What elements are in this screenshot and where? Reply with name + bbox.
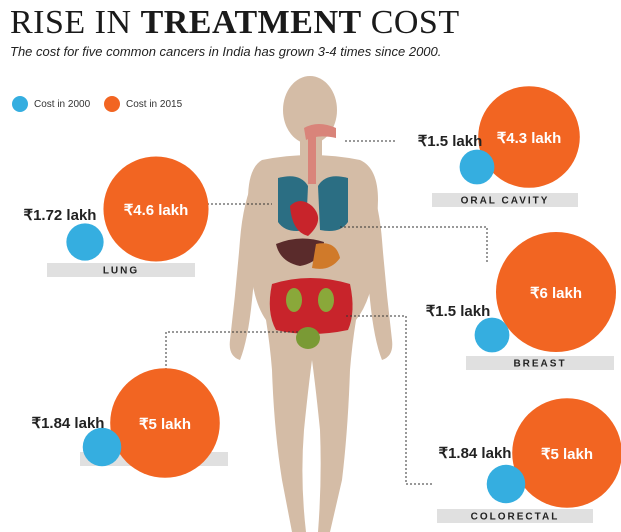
- chart-title: RISE IN TREATMENT COST: [10, 4, 460, 42]
- leader-breast: [340, 226, 488, 262]
- right-lung: [318, 176, 348, 231]
- value-label-2015-colorectal: ₹5 lakh: [541, 446, 593, 463]
- liver-organ: [276, 238, 324, 266]
- bladder-organ: [296, 327, 320, 349]
- category-label-colorectal: COLORECTAL: [471, 512, 560, 523]
- bubble-2015-breast: [495, 231, 617, 353]
- value-label-2015-cervix: ₹5 lakh: [139, 416, 191, 433]
- category-label-oral-cavity: ORAL CAVITY: [461, 196, 550, 207]
- title-part-bold: TREATMENT: [140, 4, 362, 41]
- bubble-2000-colorectal: [486, 464, 526, 504]
- bubble-2000-oral-cavity: [459, 149, 495, 185]
- bubble-2015-cervix: [110, 368, 220, 478]
- title-part-2: COST: [361, 4, 460, 41]
- left-kidney: [286, 288, 302, 312]
- right-kidney: [318, 288, 334, 312]
- bubble-2015-colorectal: [512, 398, 621, 508]
- value-label-2015-lung: ₹4.6 lakh: [124, 202, 189, 219]
- leader-cervix: [165, 331, 298, 378]
- category-bar-breast: [466, 356, 614, 370]
- value-label-2000-breast: ₹1.5 lakh: [426, 303, 491, 320]
- stomach-organ: [312, 243, 340, 269]
- category-bar-lung: [47, 263, 195, 277]
- category-bar-oral-cavity: [432, 193, 578, 207]
- legend-label-2015: Cost in 2015: [126, 99, 183, 110]
- legend-dot-2015: [104, 96, 120, 112]
- trachea-organ: [308, 136, 316, 184]
- title-part-1: RISE IN: [10, 4, 141, 41]
- bubble-layer: ORAL CAVITY ₹4.3 lakh ₹1.5 lakh LUNG ₹4.6 la…: [24, 86, 621, 523]
- chart-subtitle: The cost for five common cancers in Indi…: [10, 44, 442, 59]
- bubble-2000-cervix: [82, 427, 122, 467]
- value-label-2000-lung: ₹1.72 lakh: [24, 207, 97, 224]
- intestine-organ: [269, 278, 353, 334]
- value-label-2015-breast: ₹6 lakh: [530, 285, 582, 302]
- value-label-2000-cervix: ₹1.84 lakh: [32, 415, 105, 432]
- legend-dot-2000: [12, 96, 28, 112]
- bubble-2015-lung: [103, 156, 209, 262]
- organs: [269, 124, 353, 349]
- bubble-2015-oral-cavity: [478, 86, 580, 188]
- legend-label-2000: Cost in 2000: [34, 99, 91, 110]
- value-label-2000-colorectal: ₹1.84 lakh: [439, 445, 512, 462]
- category-label-lung: LUNG: [103, 266, 139, 277]
- bubble-2000-breast: [474, 317, 510, 353]
- category-label-breast: BREAST: [513, 359, 566, 370]
- heart-organ: [290, 201, 319, 236]
- value-label-2015-oral-cavity: ₹4.3 lakh: [497, 130, 562, 147]
- bubble-2000-lung: [66, 223, 104, 261]
- leader-colorectal: [346, 315, 432, 485]
- legend: Cost in 2000 Cost in 2015: [12, 96, 232, 116]
- category-bar-colorectal: [437, 509, 593, 523]
- value-label-2000-oral-cavity: ₹1.5 lakh: [418, 133, 483, 150]
